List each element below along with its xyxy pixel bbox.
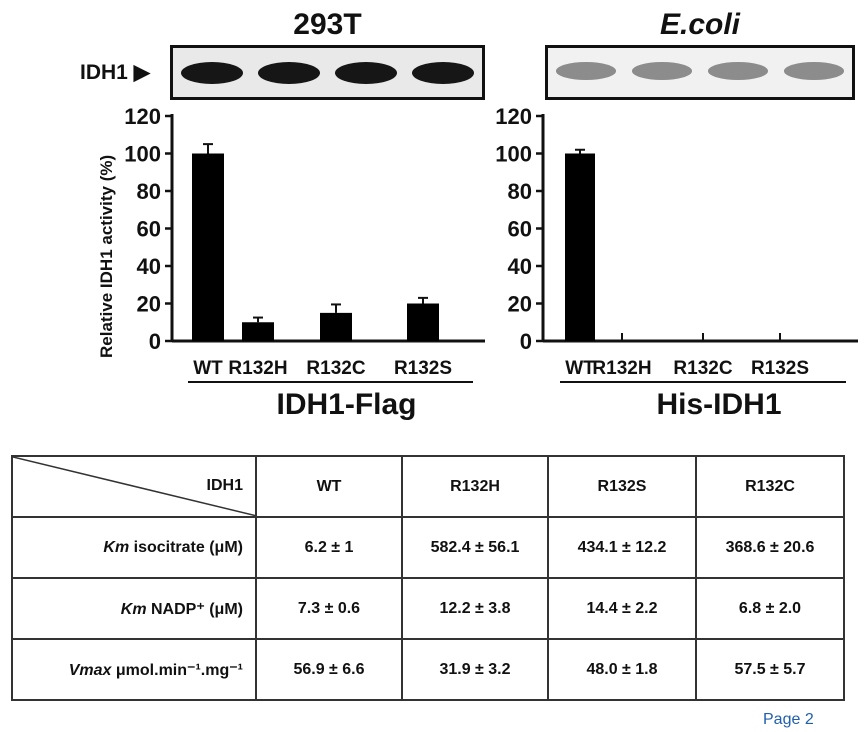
table-cell: 368.6 ± 20.6 [695, 516, 845, 579]
y-tick-label: 20 [508, 292, 532, 317]
y-tick-label: 20 [137, 292, 161, 317]
table-cell: 56.9 ± 6.6 [255, 638, 403, 701]
table-cell: 14.4 ± 2.2 [547, 577, 697, 640]
table-cell: 48.0 ± 1.8 [547, 638, 697, 701]
group-label: IDH1-Flag [276, 388, 416, 421]
column-header: WT [255, 455, 403, 518]
y-tick-label: 100 [124, 142, 161, 167]
row-label: Km isocitrate (μM) [11, 516, 257, 579]
activity-chart-293t: 0 20 40 60 80 100 120 WT R132H R132C R132S IDH1-Fla… [124, 104, 485, 421]
y-tick-label: 40 [508, 254, 532, 279]
y-tick-label: 60 [508, 217, 532, 242]
row-label: Vmax μmol.min⁻¹.mg⁻¹ [11, 638, 257, 701]
category-label: R132S [394, 358, 452, 379]
blot-band [180, 62, 243, 84]
y-tick-label: 80 [137, 179, 161, 204]
column-header: R132H [401, 455, 549, 518]
column-header: R132C [695, 455, 845, 518]
blot-band [631, 62, 693, 80]
bar [242, 322, 274, 341]
group-label: His-IDH1 [656, 388, 781, 421]
bar [565, 153, 595, 341]
arrow-right-icon: ▶ [127, 61, 150, 84]
western-blot-293t [170, 45, 485, 100]
table-corner-cell: IDH1 [11, 455, 257, 518]
table-cell: 582.4 ± 56.1 [401, 516, 549, 579]
category-label: R132S [751, 358, 809, 379]
bar [407, 303, 439, 341]
table-cell: 12.2 ± 3.8 [401, 577, 549, 640]
y-tick-label: 40 [137, 254, 161, 279]
kinetics-table: IDH1 WT R132H R132S R132C Km isocitrate … [11, 455, 845, 701]
y-tick-label: 120 [495, 104, 532, 129]
y-tick-label: 80 [508, 179, 532, 204]
table-cell: 6.2 ± 1 [255, 516, 403, 579]
category-label: R132H [592, 358, 651, 379]
y-tick-label: 0 [520, 329, 532, 354]
category-label: R132C [306, 358, 365, 379]
column-header: R132S [547, 455, 697, 518]
y-tick-label: 60 [137, 217, 161, 242]
page-number: Page 2 [763, 711, 814, 728]
category-label: R132C [673, 358, 732, 379]
table-cell: 7.3 ± 0.6 [255, 577, 403, 640]
table-row: Km isocitrate (μM) 6.2 ± 1 582.4 ± 56.1 … [11, 516, 845, 579]
blot-band [783, 62, 845, 80]
bar [320, 312, 352, 341]
panel-title-293t: 293T [293, 8, 362, 41]
table-cell: 6.8 ± 2.0 [695, 577, 845, 640]
category-label: WT [193, 358, 223, 379]
blot-band-label: IDH1 ▶ [80, 61, 150, 84]
table-cell: 57.5 ± 5.7 [695, 638, 845, 701]
blot-band [412, 62, 475, 84]
table-cell: 31.9 ± 3.2 [401, 638, 549, 701]
table-header-row: IDH1 WT R132H R132S R132C [11, 455, 845, 518]
table-cell: 434.1 ± 12.2 [547, 516, 697, 579]
table-row: Km NADP⁺ (μM) 7.3 ± 0.6 12.2 ± 3.8 14.4 … [11, 577, 845, 640]
panel-title-ecoli: E.coli [659, 8, 741, 41]
corner-label: IDH1 [206, 477, 243, 494]
category-label: R132H [228, 358, 287, 379]
blot-band [335, 62, 398, 84]
blot-band [257, 62, 320, 84]
bar [192, 153, 224, 341]
table-row: Vmax μmol.min⁻¹.mg⁻¹ 56.9 ± 6.6 31.9 ± 3… [11, 638, 845, 701]
western-blot-ecoli [545, 45, 855, 100]
y-tick-label: 120 [124, 104, 161, 129]
category-label: WT [565, 358, 595, 379]
blot-band [555, 62, 617, 80]
blot-band [707, 62, 769, 80]
corner-diagonal [13, 457, 257, 516]
row-label: Km NADP⁺ (μM) [11, 577, 257, 640]
y-tick-label: 0 [149, 329, 161, 354]
y-tick-label: 100 [495, 142, 532, 167]
